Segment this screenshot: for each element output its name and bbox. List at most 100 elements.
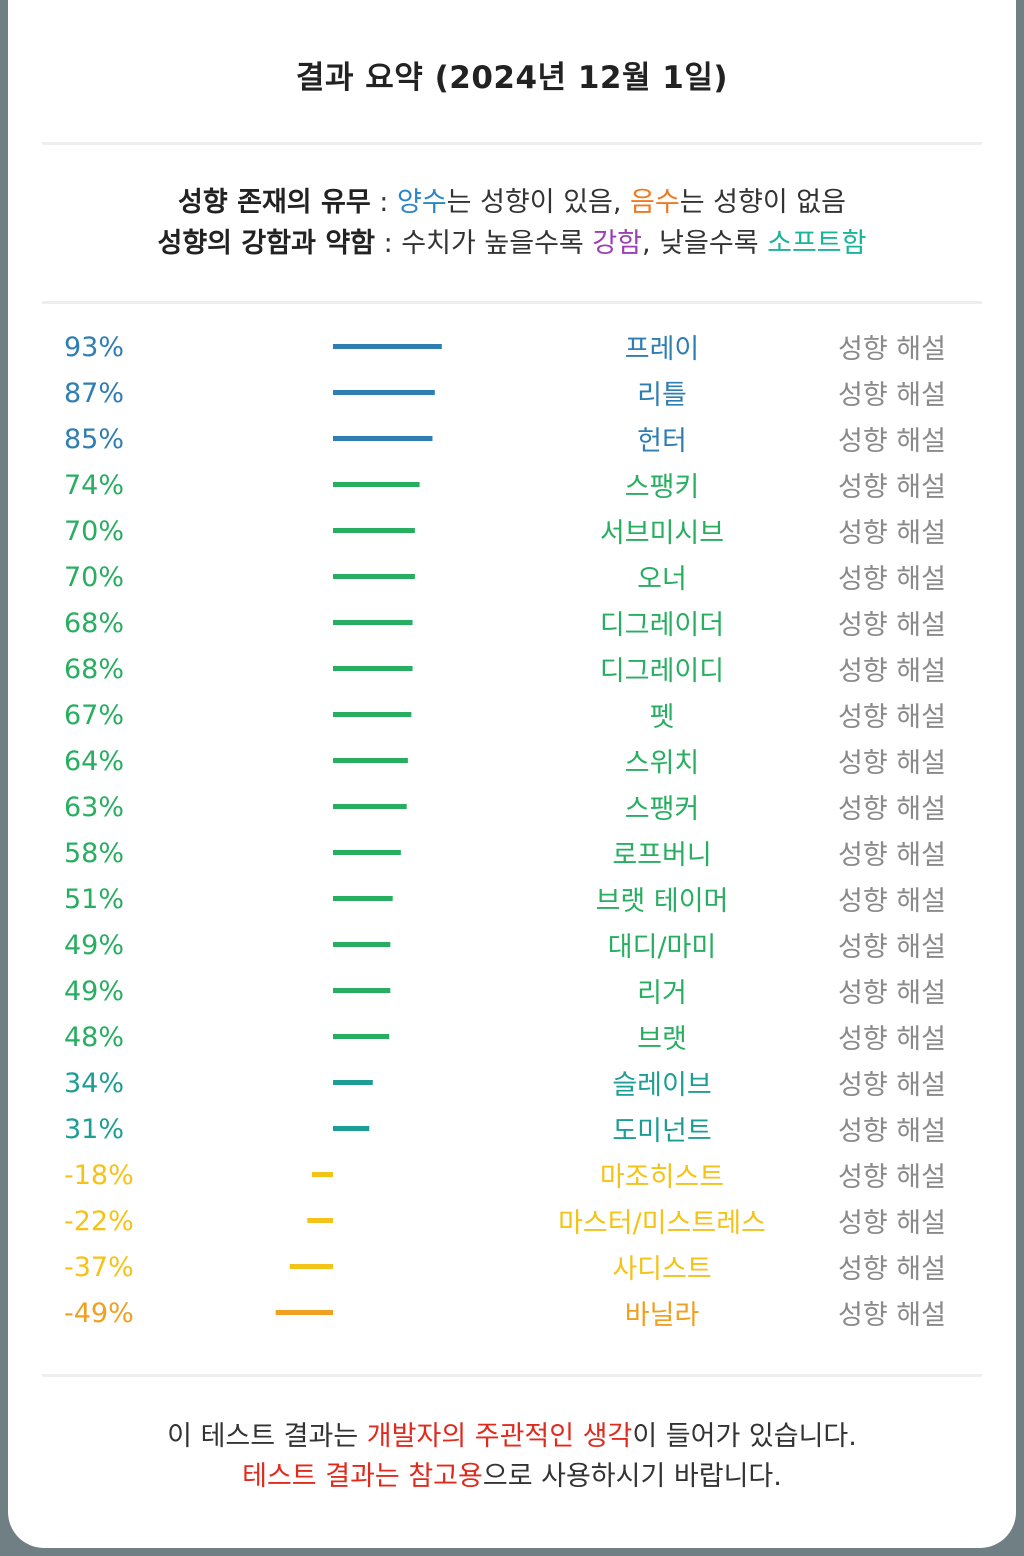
percentage-label: 70% — [64, 516, 124, 547]
bar — [333, 1034, 390, 1039]
bar — [333, 896, 393, 901]
legend-line-existence: 성향 존재의 유무 : 양수는 성향이 있음, 음수는 성향이 없음 — [8, 180, 1016, 219]
bottom-divider — [42, 1374, 982, 1377]
percentage-label: 67% — [64, 700, 124, 731]
bar — [333, 528, 415, 533]
detail-link[interactable]: 성향 해설 — [838, 794, 946, 825]
detail-link[interactable]: 성향 해설 — [838, 932, 946, 963]
category-label: 프레이 — [625, 334, 700, 365]
percentage-label: 68% — [64, 654, 124, 685]
chart-row: 68% 디그레이디 성향 해설 — [64, 654, 946, 687]
category-label: 브랫 — [637, 1024, 687, 1055]
detail-link[interactable]: 성향 해설 — [838, 1116, 946, 1147]
category-label: 디그레이디 — [600, 656, 724, 687]
category-label: 도미넌트 — [612, 1116, 711, 1147]
detail-link[interactable]: 성향 해설 — [838, 978, 946, 1009]
category-label: 펫 — [650, 702, 675, 733]
category-label: 스위치 — [625, 748, 700, 779]
percentage-label: 93% — [64, 332, 124, 363]
percentage-label: -49% — [64, 1298, 134, 1328]
chart-row: 74% 스팽키 성향 해설 — [64, 470, 946, 503]
result-card: 결과 요약 (2024년 12월 1일) 성향 존재의 유무 : 양수는 성향이… — [8, 0, 1016, 1548]
chart-row: -18% 마조히스트 성향 해설 — [64, 1160, 946, 1193]
chart-row: 58% 로프버니 성향 해설 — [64, 838, 946, 871]
chart-row: 63% 스팽커 성향 해설 — [64, 792, 946, 825]
footer-text-2: 이 들어가 있습니다. — [632, 1421, 857, 1452]
chart-row: 64% 스위치 성향 해설 — [64, 746, 946, 779]
legend-positive-word: 양수 — [396, 187, 447, 218]
percentage-label: 63% — [64, 792, 124, 823]
detail-link[interactable]: 성향 해설 — [838, 702, 946, 733]
percentage-label: -22% — [64, 1206, 134, 1237]
footer-highlight-1: 개발자의 주관적인 생각 — [366, 1421, 633, 1452]
chart-row: 31% 도미넌트 성향 해설 — [64, 1114, 946, 1147]
percentage-label: 51% — [64, 884, 124, 915]
chart-row: 68% 디그레이더 성향 해설 — [64, 608, 946, 641]
category-label: 스팽키 — [625, 472, 700, 503]
middle-divider — [42, 301, 982, 304]
chart-row: 67% 펫 성향 해설 — [64, 700, 946, 733]
footer-highlight-2: 테스트 결과는 참고용 — [242, 1461, 483, 1492]
legend-positive-text: 는 성향이 있음, — [446, 187, 631, 218]
chart-row: 51% 브랫 테이머 성향 해설 — [64, 884, 946, 917]
detail-link[interactable]: 성향 해설 — [838, 748, 946, 779]
footer-line-2: 테스트 결과는 참고용으로 사용하시기 바랍니다. — [8, 1454, 1016, 1493]
legend-strength-label: 성향의 강함과 약함 — [157, 228, 376, 259]
detail-link[interactable]: 성향 해설 — [838, 472, 946, 503]
bar — [275, 1310, 333, 1315]
legend-existence-label: 성향 존재의 유무 — [178, 187, 371, 218]
category-label: 서브미시브 — [600, 518, 724, 549]
detail-link[interactable]: 성향 해설 — [838, 1300, 946, 1328]
detail-link[interactable]: 성향 해설 — [838, 380, 946, 411]
chart-row: 48% 브랫 성향 해설 — [64, 1022, 946, 1055]
detail-link[interactable]: 성향 해설 — [838, 656, 946, 687]
chart-row: 70% 서브미시브 성향 해설 — [64, 516, 946, 549]
footer-line-1: 이 테스트 결과는 개발자의 주관적인 생각이 들어가 있습니다. — [8, 1414, 1016, 1453]
percentage-label: 48% — [64, 1022, 124, 1053]
percentage-label: 64% — [64, 746, 124, 777]
detail-link[interactable]: 성향 해설 — [838, 1024, 946, 1055]
detail-link[interactable]: 성향 해설 — [838, 1070, 946, 1101]
category-label: 헌터 — [637, 426, 687, 457]
bar — [333, 344, 442, 349]
detail-link[interactable]: 성향 해설 — [838, 564, 946, 595]
detail-link[interactable]: 성향 해설 — [838, 886, 946, 917]
detail-link[interactable]: 성향 해설 — [838, 1254, 946, 1285]
detail-link[interactable]: 성향 해설 — [838, 426, 946, 457]
bar — [333, 574, 415, 579]
legend-negative-text: 는 성향이 없음 — [679, 187, 846, 218]
detail-link[interactable]: 성향 해설 — [838, 840, 946, 871]
chart-row: 87% 리틀 성향 해설 — [64, 378, 946, 411]
percentage-label: 49% — [64, 930, 124, 961]
page-title: 결과 요약 (2024년 12월 1일) — [295, 60, 729, 96]
detail-link[interactable]: 성향 해설 — [838, 518, 946, 549]
detail-link[interactable]: 성향 해설 — [838, 334, 946, 365]
category-label: 마조히스트 — [600, 1162, 724, 1193]
detail-link[interactable]: 성향 해설 — [838, 1162, 946, 1193]
legend-line-strength: 성향의 강함과 약함 : 수치가 높을수록 강함, 낮을수록 소프트함 — [8, 221, 1016, 260]
detail-link[interactable]: 성향 해설 — [838, 610, 946, 641]
footer-text-1: 이 테스트 결과는 — [167, 1421, 367, 1452]
chart-row: -49% 바닐라 성향 해설 — [64, 1298, 946, 1328]
bar — [333, 804, 407, 809]
bar — [307, 1218, 333, 1223]
legend-negative-word: 음수 — [630, 187, 680, 218]
detail-link[interactable]: 성향 해설 — [838, 1208, 946, 1239]
category-label: 브랫 테이머 — [596, 886, 729, 917]
legend-strength-text-2: , 낮을수록 — [642, 228, 768, 259]
bar — [333, 1126, 370, 1131]
chart-row: 49% 대디/마미 성향 해설 — [64, 930, 946, 963]
category-label: 마스터/미스트레스 — [558, 1208, 766, 1239]
percentage-label: 70% — [64, 562, 124, 593]
chart-row: -37% 사디스트 성향 해설 — [64, 1252, 946, 1285]
chart-row: 49% 리거 성향 해설 — [64, 976, 946, 1009]
category-label: 사디스트 — [612, 1254, 711, 1285]
bar — [333, 988, 391, 993]
bar — [333, 1080, 373, 1085]
bar — [311, 1172, 333, 1177]
chart-row: 34% 슬레이브 성향 해설 — [64, 1068, 946, 1101]
category-label: 바닐라 — [625, 1300, 700, 1328]
chart-row: -22% 마스터/미스트레스 성향 해설 — [64, 1206, 946, 1239]
legend-strength-text-1: 수치가 높을수록 — [401, 228, 593, 259]
